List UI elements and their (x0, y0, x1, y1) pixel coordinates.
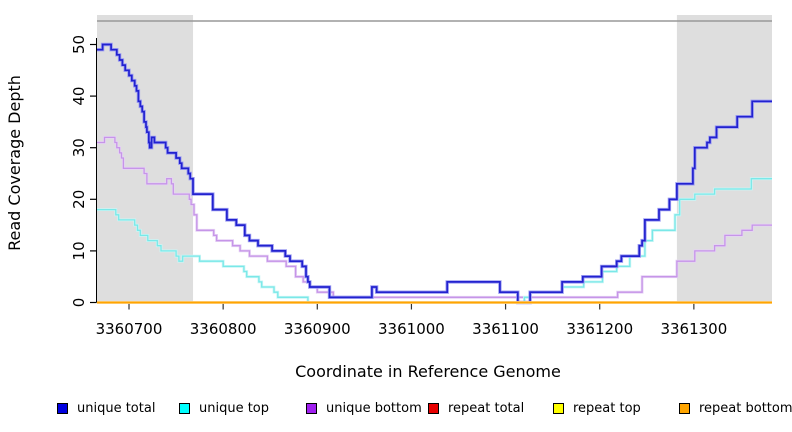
legend-item-repeat-bottom: repeat bottom (679, 399, 792, 417)
series-unique-total-line (97, 43, 772, 304)
y-tick-label: 30 (70, 138, 88, 157)
x-axis-title: Coordinate in Reference Genome (295, 362, 561, 381)
legend-label: repeat top (573, 400, 641, 416)
x-tick-label: 3361100 (472, 320, 539, 338)
legend-swatch-repeat-total (428, 402, 439, 414)
series-unique-top (97, 177, 772, 304)
legend-swatch-unique-bottom (306, 402, 317, 414)
legend-swatch-unique-top (179, 402, 190, 414)
x-tick-label: 3361000 (378, 320, 445, 338)
series-unique-top-line (97, 178, 772, 304)
plot-axes: 0 10 20 30 40 50 3360700 3360800 3360900 3361000 3… (70, 35, 772, 338)
x-tick-label: 3360700 (96, 320, 163, 338)
y-tick-label: 40 (70, 87, 88, 106)
series-unique-total (97, 42, 772, 305)
legend-item-repeat-top: repeat top (553, 399, 641, 417)
legend-label: unique top (199, 400, 270, 416)
legend-label: unique bottom (326, 400, 422, 416)
highlight-region-right (676, 15, 772, 303)
legend-item-unique-total: unique total (57, 399, 155, 417)
legend-swatch-repeat-bottom (679, 402, 690, 414)
plot-series (97, 42, 772, 305)
legend-item-repeat-total: repeat total (428, 399, 524, 417)
series-unique-total-halo (97, 42, 772, 305)
x-tick-label: 3361200 (566, 320, 633, 338)
chart-legend: unique total unique top unique bottom repea… (0, 399, 792, 421)
y-tick-label: 10 (70, 241, 88, 260)
y-axis-title: Read Coverage Depth (5, 75, 24, 251)
y-tick-label: 50 (70, 35, 88, 54)
legend-label: repeat total (448, 400, 525, 416)
legend-label: repeat bottom (699, 400, 792, 416)
legend-swatch-repeat-top (553, 402, 564, 414)
coverage-plot: 0 10 20 30 40 50 3360700 3360800 3360900 3361000 3… (5, 15, 772, 381)
series-unique-bottom-halo (97, 136, 772, 299)
x-tick-label: 3361300 (660, 320, 727, 338)
series-unique-top-halo (97, 177, 772, 304)
y-tick-label: 0 (70, 298, 88, 308)
legend-label: unique total (77, 400, 156, 416)
legend-item-unique-bottom: unique bottom (306, 399, 422, 417)
legend-item-unique-top: unique top (179, 399, 269, 417)
x-tick-label: 3360800 (190, 320, 257, 338)
series-unique-bottom (97, 136, 772, 299)
y-tick-label: 20 (70, 190, 88, 209)
legend-swatch-unique-total (57, 402, 68, 414)
x-tick-label: 3360900 (284, 320, 351, 338)
series-unique-bottom-line (97, 136, 772, 298)
